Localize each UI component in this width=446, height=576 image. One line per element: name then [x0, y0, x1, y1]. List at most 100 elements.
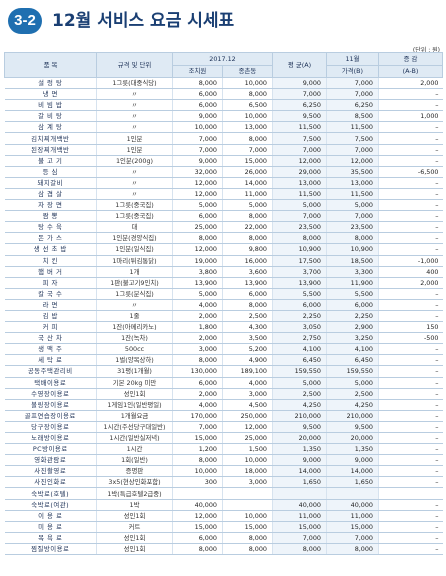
price-jongchon: 8,000 — [222, 532, 273, 544]
price-change: – — [378, 454, 443, 467]
price-average: 7,000 — [272, 144, 327, 156]
price-average: 11,000 — [272, 510, 327, 522]
price-change: – — [378, 221, 443, 234]
item-spec: 1벌(양복상하) — [96, 354, 173, 367]
price-november: 15,000 — [326, 521, 379, 533]
price-november: 23,500 — [326, 221, 379, 234]
price-jochiwon: 8,000 — [172, 454, 223, 467]
price-jochiwon: 6,000 — [172, 377, 223, 389]
item-name: 등 심 — [4, 166, 97, 178]
item-spec: 〃 — [96, 121, 173, 134]
price-average: 6,000 — [272, 299, 327, 311]
table-row: 목 욕 료 성인1회 6,000 8,000 7,000 7,000– — [4, 532, 443, 544]
price-change: -6,500 — [378, 166, 443, 178]
price-november: 11,900 — [326, 277, 379, 289]
price-jongchon — [222, 499, 273, 511]
price-jongchon: 13,900 — [222, 277, 273, 289]
item-spec: 1시간 — [96, 443, 173, 456]
price-november: 10,900 — [326, 243, 379, 256]
price-jochiwon: 40,000 — [172, 499, 223, 511]
price-jochiwon: 300 — [172, 476, 223, 489]
table-row: 김 밥 1줄 2,000 2,500 2,250 2,250– — [4, 310, 443, 323]
price-november: 20,000 — [326, 432, 379, 445]
price-average: 1,350 — [272, 443, 327, 456]
price-jongchon: 18,000 — [222, 465, 273, 478]
table-row: 공동주택관리비 31평(1개월) 130,000 189,100 159,550 159,… — [4, 365, 443, 378]
item-spec: 〃 — [96, 99, 173, 112]
item-name: 수영장이용료 — [4, 388, 97, 400]
price-jochiwon: 25,000 — [172, 221, 223, 234]
price-november: 1,350 — [326, 443, 379, 456]
price-november: 13,000 — [326, 177, 379, 189]
item-spec: 〃 — [96, 188, 173, 201]
item-name: 골프연습장이용료 — [4, 410, 97, 422]
price-november: 9,000 — [326, 454, 379, 467]
item-spec: 1줄 — [96, 310, 173, 323]
item-spec: 〃 — [96, 110, 173, 123]
price-november: 11,000 — [326, 510, 379, 522]
price-average: 2,750 — [272, 332, 327, 345]
item-spec: 성인1회 — [96, 510, 173, 522]
price-average: 159,550 — [272, 365, 327, 378]
price-jochiwon: 8,000 — [172, 543, 223, 556]
page-title: 12월 서비스 요금 시세표 — [52, 11, 235, 31]
price-jochiwon: 3,000 — [172, 343, 223, 356]
price-change: – — [378, 510, 443, 522]
item-spec: 1그릇(중국집) — [96, 210, 173, 223]
item-spec: 1그릇(대중식당) — [96, 77, 173, 90]
table-row: 돈 가 스 1인분(경양식집) 8,000 8,000 8,000 8,000– — [4, 232, 443, 245]
table-row: 당구장이용료 1시간(주선당구대일반) 7,000 12,000 9,500 9,500– — [4, 421, 443, 434]
page-header: 3-2 12월 서비스 요금 시세표 — [4, 4, 442, 38]
price-average — [272, 487, 327, 500]
price-jochiwon: 2,000 — [172, 332, 223, 345]
price-jochiwon: 6,000 — [172, 532, 223, 544]
price-change: – — [378, 144, 443, 156]
item-name: 햄 버 거 — [4, 266, 97, 278]
item-spec: 1인분 — [96, 132, 173, 145]
price-average: 29,000 — [272, 166, 327, 178]
col-header-period: 2017.12 — [172, 52, 273, 66]
item-name: 된장찌개백반 — [4, 144, 97, 156]
price-november: 7,000 — [326, 532, 379, 544]
price-average: 11,500 — [272, 188, 327, 201]
item-spec: 500cc — [96, 343, 173, 356]
price-average: 2,500 — [272, 388, 327, 400]
price-november: 159,550 — [326, 365, 379, 378]
price-november: 4,250 — [326, 399, 379, 411]
item-name: 생 선 초 밥 — [4, 243, 97, 256]
price-change: – — [378, 188, 443, 201]
price-november: 2,900 — [326, 321, 379, 334]
price-jochiwon: 10,000 — [172, 465, 223, 478]
price-change: – — [378, 521, 443, 533]
price-jongchon: 10,000 — [222, 77, 273, 90]
item-name: 공동주택관리비 — [4, 365, 97, 378]
price-jongchon: 13,000 — [222, 121, 273, 134]
price-november: 12,000 — [326, 155, 379, 167]
price-jongchon: 10,000 — [222, 510, 273, 522]
item-name: 갈 비 탕 — [4, 110, 97, 123]
table-row: 돼지갈비 〃 12,000 14,000 13,000 13,000– — [4, 177, 443, 189]
col-header-item: 품 목 — [4, 52, 97, 78]
price-change: – — [378, 310, 443, 323]
price-jochiwon: 12,000 — [172, 188, 223, 201]
item-name: 커 피 — [4, 321, 97, 334]
price-jochiwon: 3,800 — [172, 266, 223, 278]
price-jongchon: 6,500 — [222, 99, 273, 112]
item-spec: 1시간(주선당구대일반) — [96, 421, 173, 434]
price-november: 40,000 — [326, 499, 379, 511]
price-average: 210,000 — [272, 410, 327, 422]
price-jochiwon: 9,000 — [172, 155, 223, 167]
price-jochiwon: 130,000 — [172, 365, 223, 378]
item-name: 칼 국 수 — [4, 288, 97, 300]
price-jongchon: 8,000 — [222, 232, 273, 245]
price-jongchon: 4,300 — [222, 321, 273, 334]
price-november: 11,500 — [326, 121, 379, 134]
price-jongchon — [222, 487, 273, 500]
item-name: 비 빔 밥 — [4, 99, 97, 112]
price-jochiwon: 2,000 — [172, 388, 223, 400]
item-name: 김치찌개백반 — [4, 132, 97, 145]
price-average: 11,500 — [272, 121, 327, 134]
price-november: 3,250 — [326, 332, 379, 345]
item-name: 사진인화료 — [4, 476, 97, 489]
price-change: 150 — [378, 321, 443, 334]
